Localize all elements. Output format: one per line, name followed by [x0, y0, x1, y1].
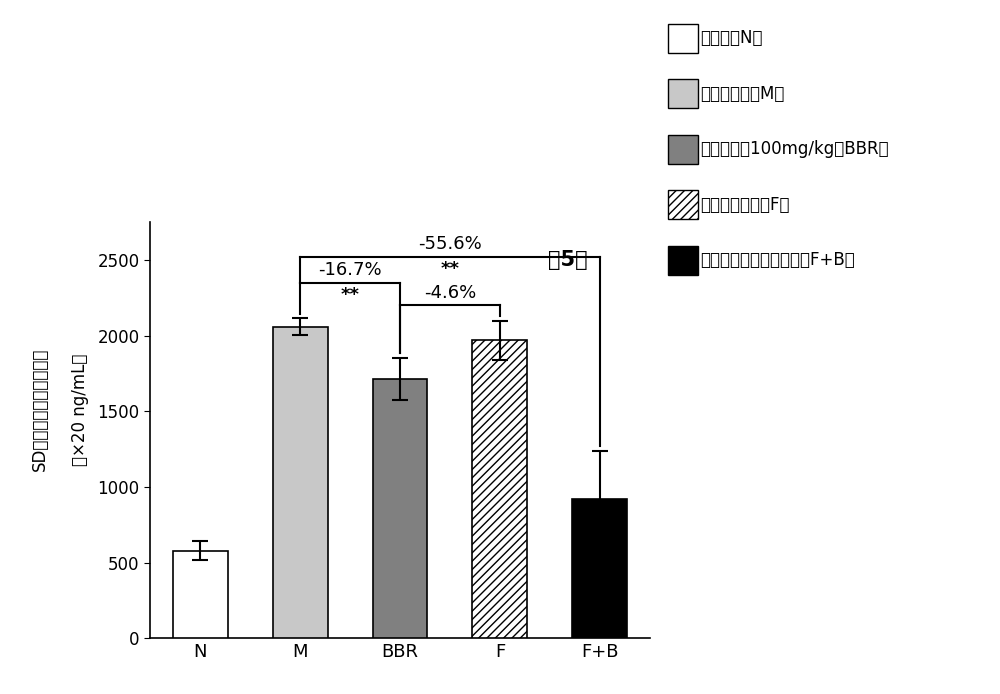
Text: （×20 ng/mL）: （×20 ng/mL）	[71, 353, 89, 466]
Text: **: **	[440, 260, 459, 278]
Text: 口服小檗碱100mg/kg（BBR）: 口服小檗碱100mg/kg（BBR）	[700, 140, 889, 158]
Bar	[572, 499, 627, 638]
Text: 第5天: 第5天	[548, 251, 588, 270]
Text: 模型对照组（M）: 模型对照组（M）	[700, 85, 784, 103]
Bar	[373, 379, 427, 638]
Text: -55.6%: -55.6%	[418, 235, 482, 253]
Text: -4.6%: -4.6%	[424, 284, 476, 302]
Text: 口服粪肠球菌（F）: 口服粪肠球菌（F）	[700, 196, 790, 214]
Bar	[173, 550, 228, 638]
Text: SD乳鼠血中苯丙氨酸浓度: SD乳鼠血中苯丙氨酸浓度	[31, 348, 49, 471]
Bar	[273, 327, 328, 638]
Text: -16.7%: -16.7%	[318, 261, 382, 279]
Text: 口服小檗碱和粪肠球菌（F+B）: 口服小檗碱和粪肠球菌（F+B）	[700, 251, 855, 269]
Bar	[472, 340, 527, 638]
Text: 正常组（N）: 正常组（N）	[700, 29, 763, 47]
Text: **: **	[341, 286, 360, 304]
